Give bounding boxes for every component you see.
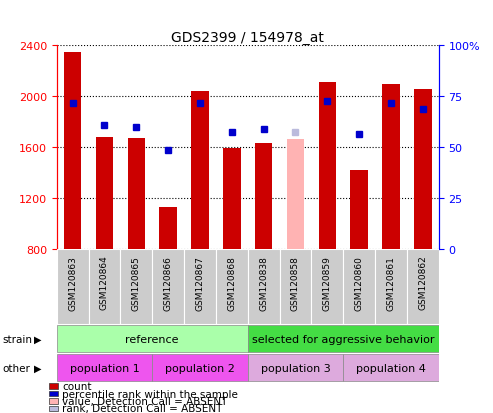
Bar: [120, 250, 152, 324]
Bar: [96, 138, 113, 250]
Bar: [64, 53, 81, 250]
Text: count: count: [62, 381, 92, 391]
Text: GSM120865: GSM120865: [132, 255, 141, 310]
Bar: [312, 250, 343, 324]
Text: GSM120863: GSM120863: [68, 255, 77, 310]
Text: GSM120867: GSM120867: [195, 255, 205, 310]
Text: population 4: population 4: [356, 363, 426, 373]
Bar: [152, 354, 247, 382]
Bar: [280, 250, 312, 324]
Bar: [255, 144, 273, 250]
Text: GSM120864: GSM120864: [100, 255, 109, 310]
Bar: [57, 354, 152, 382]
Bar: [247, 250, 280, 324]
Title: GDS2399 / 154978_at: GDS2399 / 154978_at: [171, 31, 324, 45]
Text: ▶: ▶: [34, 363, 41, 373]
Bar: [57, 325, 247, 353]
Bar: [382, 85, 400, 250]
Bar: [343, 354, 439, 382]
Bar: [351, 171, 368, 250]
Bar: [247, 325, 439, 353]
Bar: [223, 149, 241, 250]
Bar: [407, 250, 439, 324]
Bar: [128, 139, 145, 250]
Text: ▶: ▶: [34, 334, 41, 344]
Text: reference: reference: [125, 334, 179, 344]
Bar: [184, 250, 216, 324]
Text: population 1: population 1: [70, 363, 140, 373]
Text: strain: strain: [2, 334, 33, 344]
Text: GSM120838: GSM120838: [259, 255, 268, 310]
Bar: [89, 250, 120, 324]
Text: population 2: population 2: [165, 363, 235, 373]
Text: GSM120861: GSM120861: [387, 255, 395, 310]
Bar: [287, 140, 304, 250]
Text: selected for aggressive behavior: selected for aggressive behavior: [252, 334, 434, 344]
Bar: [191, 91, 209, 250]
Bar: [247, 354, 343, 382]
Bar: [152, 250, 184, 324]
Bar: [414, 90, 431, 250]
Text: GSM120859: GSM120859: [323, 255, 332, 310]
Text: GSM120862: GSM120862: [419, 255, 427, 310]
Text: value, Detection Call = ABSENT: value, Detection Call = ABSENT: [62, 396, 227, 406]
Text: population 3: population 3: [261, 363, 330, 373]
Text: GSM120860: GSM120860: [354, 255, 364, 310]
Bar: [375, 250, 407, 324]
Text: GSM120868: GSM120868: [227, 255, 236, 310]
Text: percentile rank within the sample: percentile rank within the sample: [62, 389, 238, 399]
Text: other: other: [2, 363, 31, 373]
Bar: [343, 250, 375, 324]
Bar: [57, 250, 89, 324]
Bar: [159, 208, 177, 250]
Bar: [216, 250, 247, 324]
Text: rank, Detection Call = ABSENT: rank, Detection Call = ABSENT: [62, 404, 222, 413]
Text: GSM120858: GSM120858: [291, 255, 300, 310]
Bar: [318, 83, 336, 250]
Text: GSM120866: GSM120866: [164, 255, 173, 310]
